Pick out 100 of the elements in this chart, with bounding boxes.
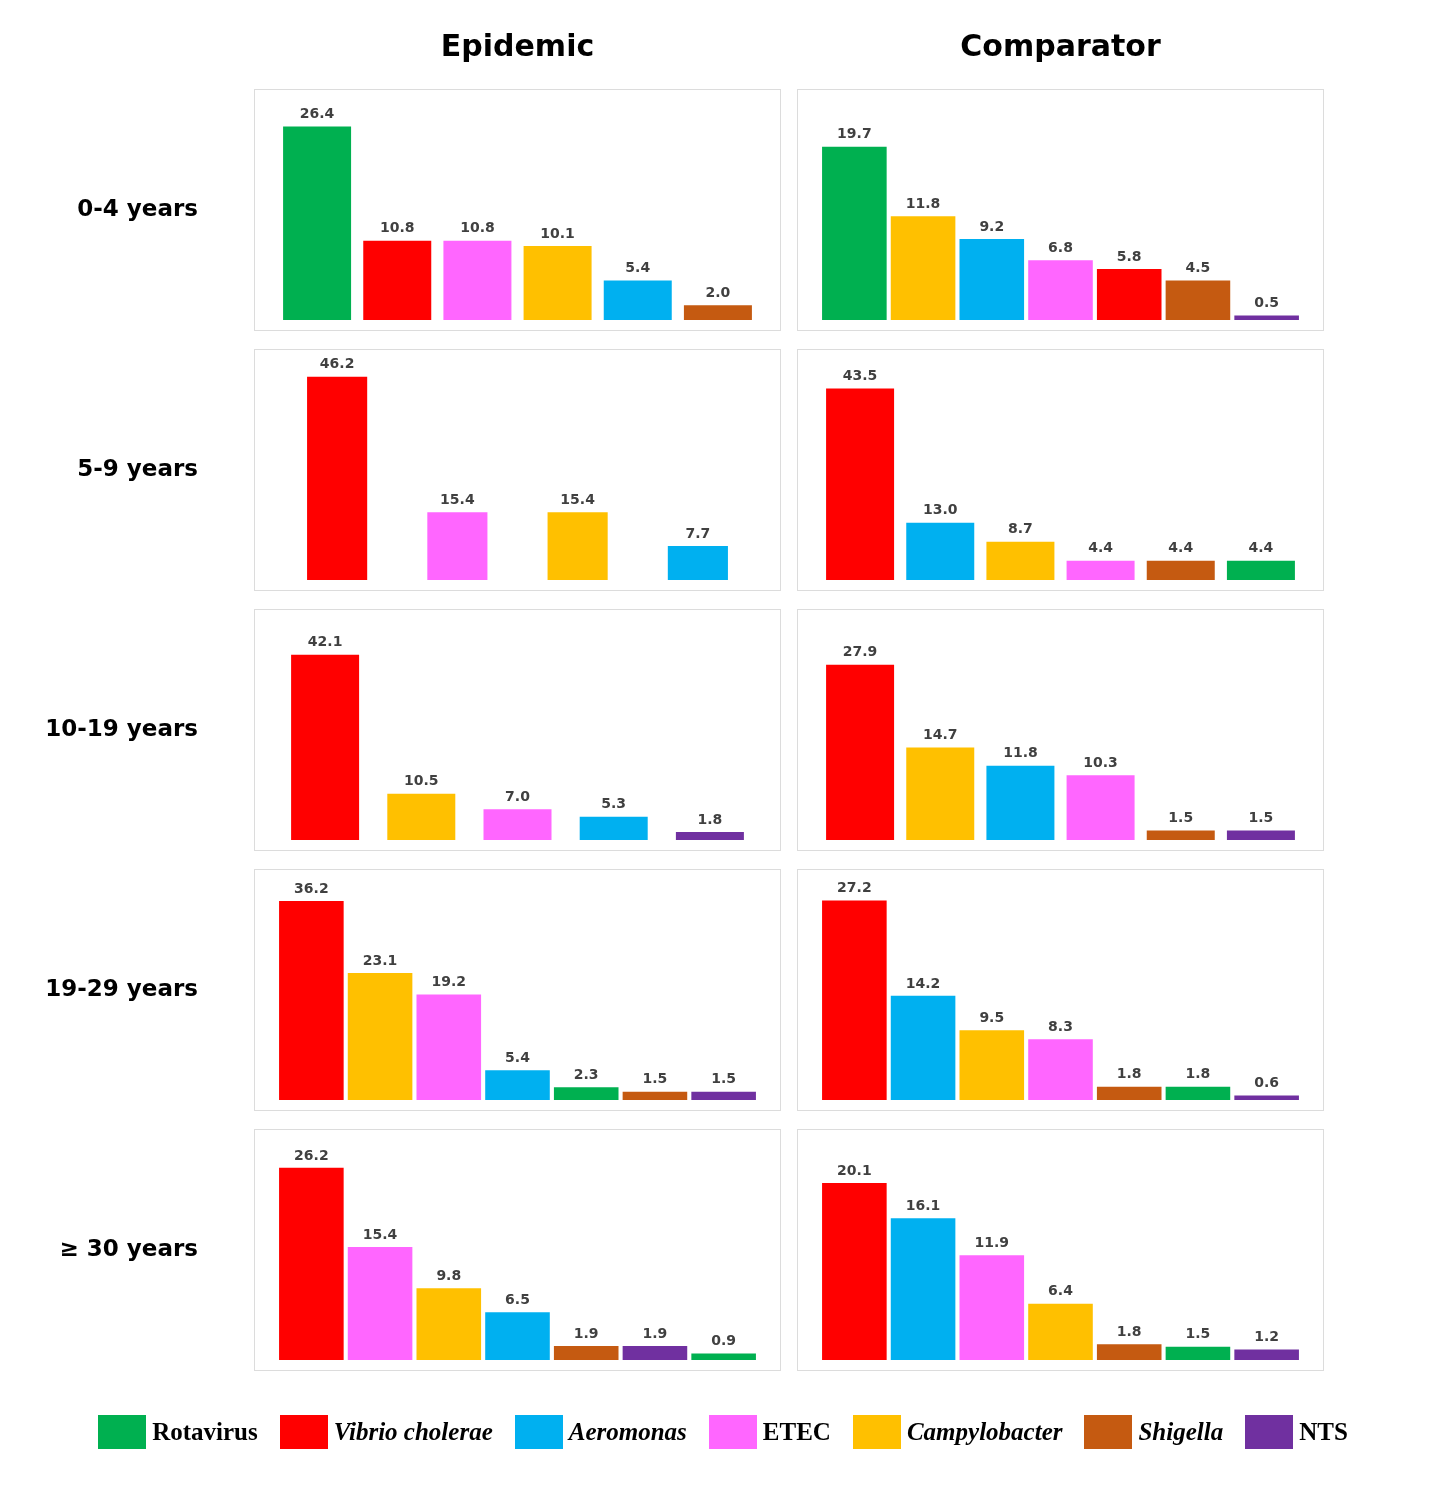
bar: [691, 1091, 756, 1100]
data-label: 26.2: [294, 1146, 329, 1163]
bar: [485, 1312, 550, 1360]
bar: [986, 541, 1055, 580]
bar: [283, 126, 352, 320]
bar: [347, 1247, 413, 1360]
data-label: 23.1: [362, 951, 398, 968]
data-label: 11.8: [905, 194, 941, 211]
bar: [1146, 830, 1215, 840]
bar: [1165, 1346, 1231, 1360]
legend-label: ETEC: [762, 1418, 831, 1446]
data-label: 1.9: [642, 1324, 668, 1341]
bar: [906, 522, 975, 580]
data-label: 5.8: [1116, 247, 1142, 264]
data-label: 1.8: [697, 810, 723, 827]
bar: [822, 900, 887, 1100]
bar: [675, 832, 744, 840]
bar: [1096, 1086, 1162, 1100]
data-label: 7.0: [505, 787, 531, 804]
data-label: 8.7: [1008, 520, 1033, 537]
bar: [959, 239, 1025, 320]
bar: [1234, 1349, 1299, 1360]
data-label: 27.9: [842, 643, 878, 660]
bar: [683, 305, 752, 320]
bar: [485, 1070, 550, 1100]
data-label: 1.8: [1116, 1065, 1142, 1082]
bar: [279, 900, 344, 1100]
data-label: 8.3: [1048, 1017, 1073, 1034]
bar: [959, 1030, 1025, 1100]
chart-title: Epidemic: [439, 28, 596, 63]
bar: [1165, 1086, 1231, 1100]
bar: [959, 1255, 1025, 1360]
data-label: 15.4: [440, 490, 475, 507]
bar: [1066, 560, 1135, 580]
chart-title: Comparator: [959, 28, 1162, 63]
legend-label: Rotavirus: [152, 1418, 258, 1446]
data-label: 9.5: [979, 1008, 1005, 1025]
bar: [416, 1288, 482, 1360]
legend-label: NTS: [1299, 1418, 1348, 1446]
data-label: 42.1: [307, 633, 343, 650]
data-label: 6.4: [1048, 1282, 1074, 1299]
bar: [483, 809, 552, 840]
data-label: 13.0: [922, 501, 958, 518]
bar: [1028, 1039, 1093, 1100]
data-label: 9.2: [979, 217, 1005, 234]
data-label: 43.5: [842, 367, 878, 384]
data-label: 1.9: [573, 1324, 599, 1341]
data-label: 20.1: [837, 1161, 872, 1178]
bar: [553, 1346, 619, 1360]
bar: [826, 664, 895, 840]
data-label: 7.7: [685, 524, 711, 541]
bar: [1096, 268, 1162, 320]
data-label: 10.8: [460, 219, 495, 236]
data-label: 26.4: [299, 105, 335, 122]
bar: [291, 654, 360, 840]
bar: [1028, 1303, 1093, 1360]
bar: [890, 216, 956, 320]
bar: [822, 146, 887, 320]
data-label: 14.7: [922, 726, 958, 743]
bar: [1066, 775, 1135, 840]
data-label: 5.4: [625, 259, 651, 276]
data-label: 10.5: [404, 772, 439, 789]
bar: [387, 793, 456, 840]
y-axis-title: 0-4 years: [77, 195, 198, 221]
data-label: 1.5: [1185, 1325, 1211, 1342]
data-label: 46.2: [319, 355, 355, 372]
data-label: 0.6: [1254, 1074, 1280, 1091]
bar: [622, 1091, 688, 1100]
bar: [1226, 830, 1295, 840]
data-label: 11.8: [1003, 744, 1038, 761]
bar: [603, 280, 672, 320]
bar: [1146, 560, 1215, 580]
data-label: 2.3: [573, 1065, 599, 1082]
data-label: 2.0: [705, 283, 731, 300]
bar: [1234, 1095, 1299, 1100]
data-label: 1.8: [1185, 1065, 1211, 1082]
data-label: 0.9: [711, 1332, 737, 1349]
data-label: 16.1: [905, 1196, 941, 1213]
data-label: 1.5: [711, 1070, 737, 1087]
data-label: 4.5: [1185, 259, 1211, 276]
legend-label: Shigella: [1138, 1418, 1224, 1446]
data-label: 5.3: [601, 795, 627, 812]
bar: [1165, 280, 1231, 320]
bar: [1234, 315, 1299, 320]
y-axis-title: 5-9 years: [77, 455, 198, 481]
data-label: 15.4: [560, 490, 596, 507]
bar: [822, 1183, 887, 1360]
data-label: 1.5: [642, 1070, 668, 1087]
data-label: 36.2: [294, 879, 329, 896]
data-label: 0.5: [1254, 294, 1280, 311]
data-label: 1.8: [1116, 1322, 1142, 1339]
data-label: 6.5: [505, 1290, 530, 1307]
data-label: 1.5: [1248, 809, 1274, 826]
bar: [691, 1353, 756, 1360]
data-label: 4.4: [1168, 539, 1194, 556]
data-label: 10.1: [540, 224, 575, 241]
legend-label: Vibrio cholerae: [333, 1418, 493, 1446]
bar: [579, 816, 648, 840]
data-label: 11.9: [974, 1233, 1010, 1250]
bar: [443, 240, 512, 320]
